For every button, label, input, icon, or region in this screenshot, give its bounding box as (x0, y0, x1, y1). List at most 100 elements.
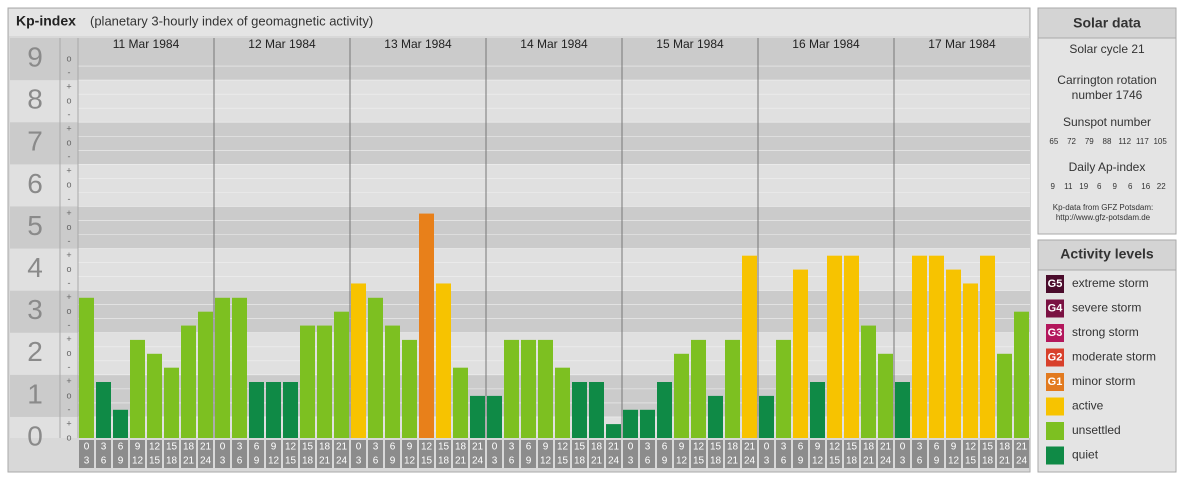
y-tick-label: 4 (27, 252, 43, 283)
x-tick-label: 6 (662, 442, 668, 453)
minor-label: - (68, 194, 71, 204)
x-tick-label: 3 (509, 442, 515, 453)
x-tick-label: 24 (880, 456, 892, 467)
x-tick-label: 3 (237, 442, 243, 453)
bar (946, 269, 961, 438)
legend-code: G5 (1048, 278, 1063, 290)
bar (980, 255, 995, 438)
x-tick-label: 15 (710, 442, 722, 453)
sunspot-value: 79 (1085, 137, 1094, 146)
hour-cell (79, 440, 94, 468)
minor-label: o (66, 222, 71, 232)
x-tick-label: 21 (336, 442, 348, 453)
hour-cell (487, 440, 502, 468)
x-tick-label: 21 (472, 442, 484, 453)
hour-cell (334, 440, 349, 468)
bar (470, 395, 485, 438)
bar (606, 424, 621, 438)
band (10, 374, 1030, 417)
x-tick-label: 9 (934, 456, 940, 467)
x-tick-label: 12 (404, 456, 416, 467)
hour-cell (266, 440, 281, 468)
bar (742, 255, 757, 438)
minor-label: + (66, 81, 71, 91)
band (10, 38, 1030, 81)
x-tick-label: 18 (319, 442, 331, 453)
x-tick-label: 3 (900, 456, 906, 467)
x-tick-label: 12 (557, 442, 569, 453)
hour-cell (555, 440, 570, 468)
bar (555, 367, 570, 438)
bar (674, 353, 689, 438)
x-tick-label: 6 (798, 442, 804, 453)
hour-cell (929, 440, 944, 468)
hour-cell (708, 440, 723, 468)
minor-label: + (66, 124, 71, 134)
legend-label: minor storm (1072, 374, 1135, 388)
minor-label: + (66, 292, 71, 302)
bar (1014, 311, 1029, 438)
x-tick-label: 21 (319, 456, 331, 467)
ap-value: 9 (1051, 182, 1056, 191)
band (10, 332, 1030, 375)
x-tick-label: 24 (336, 456, 348, 467)
bar (130, 339, 145, 438)
x-tick-label: 0 (356, 442, 362, 453)
y-tick-label: 2 (27, 336, 43, 367)
x-tick-label: 12 (812, 456, 824, 467)
x-tick-label: 15 (149, 456, 161, 467)
hour-cell (453, 440, 468, 468)
legend-swatch (1046, 373, 1064, 391)
solar-title: Solar data (1073, 15, 1141, 31)
x-tick-label: 21 (608, 442, 620, 453)
x-tick-label: 3 (492, 456, 498, 467)
bar (266, 382, 281, 438)
hour-cell (300, 440, 315, 468)
hour-cell (606, 440, 621, 468)
x-tick-label: 24 (200, 456, 212, 467)
x-tick-label: 6 (509, 456, 515, 467)
hour-cell (521, 440, 536, 468)
x-tick-label: 18 (455, 442, 467, 453)
legend-label: quiet (1072, 448, 1099, 462)
bar (725, 339, 740, 438)
bar (963, 283, 978, 438)
hour-cell (895, 440, 910, 468)
ap-value: 19 (1079, 182, 1088, 191)
x-tick-label: 12 (829, 442, 841, 453)
minor-label: o (66, 180, 71, 190)
x-tick-label: 3 (84, 456, 90, 467)
minor-label: o (66, 432, 71, 442)
bar (640, 409, 655, 438)
x-tick-label: 15 (982, 442, 994, 453)
bar (844, 255, 859, 438)
legend-label: unsettled (1072, 423, 1121, 437)
x-tick-label: 3 (356, 456, 362, 467)
chart-title: Kp-index (16, 13, 76, 29)
bar (402, 339, 417, 438)
x-tick-label: 6 (254, 442, 260, 453)
x-tick-label: 0 (220, 442, 226, 453)
y-tick-label: 5 (27, 210, 43, 241)
bar (113, 409, 128, 438)
ap-value: 11 (1064, 182, 1073, 191)
x-tick-label: 0 (764, 442, 770, 453)
minor-label: + (66, 208, 71, 218)
minor-label: + (66, 418, 71, 428)
hour-cell (419, 440, 434, 468)
x-tick-label: 15 (574, 442, 586, 453)
x-tick-label: 21 (183, 456, 195, 467)
bar (572, 382, 587, 438)
carrington: number 1746 (1072, 88, 1143, 102)
x-tick-label: 21 (591, 456, 603, 467)
band (10, 248, 1030, 291)
sunspot-value: 112 (1118, 137, 1131, 146)
y-tick-label: 7 (27, 126, 43, 157)
x-tick-label: 6 (917, 456, 923, 467)
hour-cell (793, 440, 808, 468)
hour-cell (589, 440, 604, 468)
legend-swatch (1046, 397, 1064, 416)
hour-cell (147, 440, 162, 468)
y-tick-label: 8 (27, 84, 43, 115)
